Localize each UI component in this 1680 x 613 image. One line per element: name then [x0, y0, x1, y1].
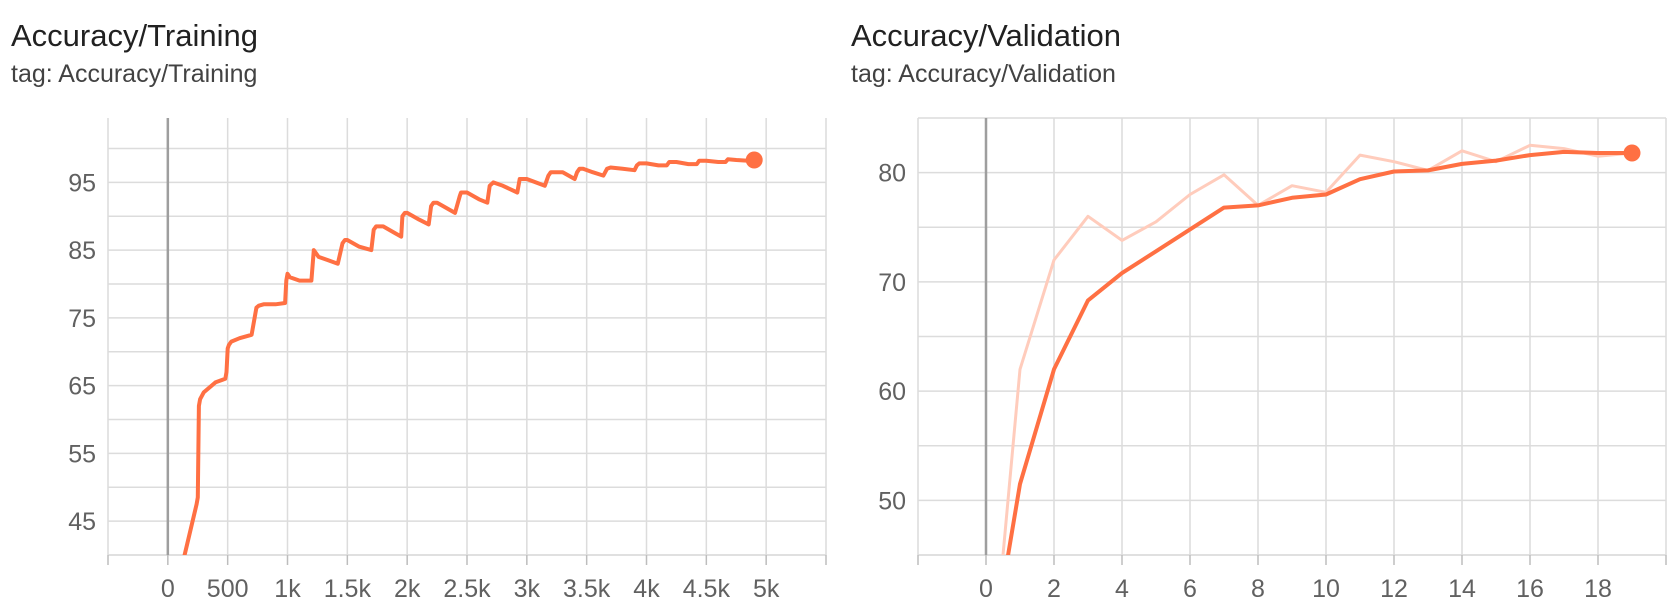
x-tick-label: 18	[1584, 575, 1612, 603]
chart-tag: tag: Accuracy/Training	[11, 60, 258, 88]
y-tick-label: 65	[68, 373, 96, 401]
y-tick-label: 55	[68, 440, 96, 468]
y-tick-label: 85	[68, 237, 96, 265]
grid	[107, 118, 827, 565]
x-tick-label: 2	[1047, 575, 1061, 603]
last-point-marker	[1623, 144, 1641, 162]
last-point-marker	[745, 151, 763, 169]
x-tick-label: 3.5k	[563, 575, 611, 603]
chart-tag: tag: Accuracy/Validation	[851, 60, 1116, 88]
x-tick-label: 2k	[394, 575, 421, 603]
training-accuracy-panel: Accuracy/Training tag: Accuracy/Training…	[0, 0, 840, 613]
chart-title: Accuracy/Training	[11, 18, 258, 53]
y-tick-label: 80	[878, 160, 906, 188]
raw-series-line	[1001, 143, 1634, 555]
validation-accuracy-chart[interactable]: 0 2 4 6 8 10 12 14 16 18 50 60 70 80	[840, 0, 1680, 613]
y-tick-label: 75	[68, 305, 96, 333]
x-tick-label: 500	[207, 575, 249, 603]
x-tick-label: 0	[979, 575, 993, 603]
y-tick-label: 45	[68, 508, 96, 536]
x-tick-label: 5k	[753, 575, 780, 603]
x-tick-label: 8	[1251, 575, 1265, 603]
y-tick-label: 50	[878, 487, 906, 515]
y-tick-label: 95	[68, 169, 96, 197]
x-tick-label: 4.5k	[683, 575, 731, 603]
chart-title: Accuracy/Validation	[851, 18, 1121, 53]
x-tick-label: 12	[1380, 575, 1408, 603]
smoothed-series-line	[182, 157, 757, 555]
x-tick-label: 2.5k	[443, 575, 491, 603]
x-tick-label: 1.5k	[324, 575, 372, 603]
x-tick-label: 14	[1448, 575, 1476, 603]
x-tick-label: 1k	[274, 575, 301, 603]
x-tick-label: 4k	[633, 575, 660, 603]
x-tick-label: 4	[1115, 575, 1129, 603]
validation-accuracy-panel: Accuracy/Validation tag: Accuracy/Valida…	[840, 0, 1680, 613]
y-tick-label: 60	[878, 378, 906, 406]
x-tick-label: 16	[1516, 575, 1544, 603]
x-tick-label: 10	[1312, 575, 1340, 603]
smoothed-series-line	[1006, 149, 1634, 555]
x-tick-label: 6	[1183, 575, 1197, 603]
y-tick-label: 70	[878, 269, 906, 297]
grid	[917, 117, 1667, 565]
training-accuracy-chart[interactable]: 0 500 1k 1.5k 2k 2.5k 3k 3.5k 4k 4.5k 5k 45 55 65 75 85…	[0, 0, 840, 613]
x-tick-label: 3k	[514, 575, 541, 603]
x-tick-label: 0	[161, 575, 175, 603]
